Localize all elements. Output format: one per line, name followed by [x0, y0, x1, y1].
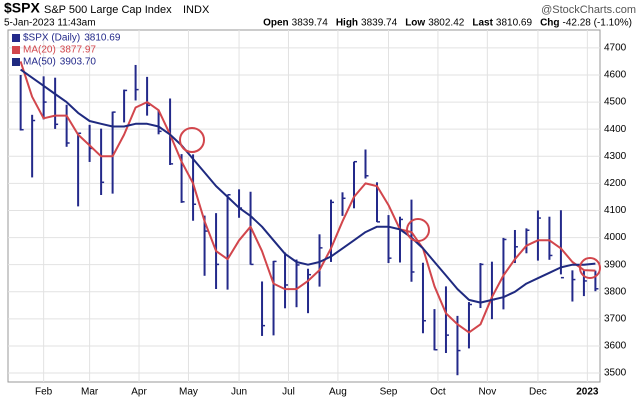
x-tick-label: Jul: [282, 387, 295, 398]
y-tick-label: 4200: [604, 178, 627, 189]
stat-value: 3839.74: [292, 18, 329, 29]
y-tick-label: 3600: [604, 341, 627, 352]
x-tick-label: Mar: [81, 387, 99, 398]
x-tick-label: May: [179, 387, 198, 398]
legend-swatch: [12, 58, 20, 66]
legend-value: 3877.97: [60, 45, 97, 56]
x-tick-label: Dec: [529, 387, 547, 398]
crossover-circle: [179, 127, 205, 153]
y-tick-label: 3900: [604, 259, 627, 270]
stat-label: Chg: [540, 18, 559, 29]
y-tick-label: 4100: [604, 205, 627, 216]
stat-label: Last: [472, 18, 493, 29]
y-tick-label: 4700: [604, 43, 627, 54]
exchange: INDX: [183, 4, 210, 16]
legend: $SPX (Daily) 3810.69 MA(20) 3877.97 MA(50) 39…: [12, 33, 121, 68]
grid: 3500 3600 3700 3800 3900 4000 4100 4200 4300 4400…: [8, 30, 627, 398]
stat-label: Open: [263, 18, 289, 29]
x-tick-label: Jun: [231, 387, 247, 398]
y-tick-label: 4500: [604, 97, 627, 108]
moving-average-line: [20, 68, 596, 304]
marks: [19, 61, 599, 376]
stat-label: Low: [405, 18, 425, 29]
legend-name: $SPX (Daily): [23, 33, 80, 44]
y-tick-label: 3700: [604, 314, 627, 325]
y-tick-label: 3800: [604, 286, 627, 297]
y-tick-label: 4600: [604, 70, 627, 81]
stat-value: 3810.69: [496, 18, 533, 29]
y-tick-label: 3500: [604, 368, 627, 379]
crossover-circles: [179, 127, 601, 279]
y-tick-label: 4400: [604, 124, 627, 135]
plot-frame: [7, 29, 601, 383]
x-tick-label: Apr: [131, 387, 147, 398]
brand: @StockCharts.com: [541, 4, 636, 16]
y-tick-label: 4000: [604, 232, 627, 243]
crossover-circle: [406, 218, 430, 242]
stats: Open 3839.74 High 3839.74 Low 3802.42 Last 3810…: [263, 18, 632, 29]
x-tick-label: Feb: [35, 387, 53, 398]
x-tick-label: Sep: [380, 387, 398, 398]
stat-value: 3802.42: [428, 18, 465, 29]
moving-average-line: [19, 61, 596, 334]
legend-swatch: [12, 46, 20, 54]
crossover-circle: [579, 257, 601, 279]
index-name: S&P 500 Large Cap Index: [44, 4, 172, 16]
legend-value: 3903.70: [60, 57, 97, 68]
legend-name: MA(20): [23, 45, 56, 56]
stat-value: 3839.74: [361, 18, 398, 29]
legend-name: MA(50): [23, 57, 56, 68]
date: 5-Jan-2023 11:43am: [4, 18, 96, 29]
x-tick-label: Oct: [430, 387, 446, 398]
stat-value: -42.28 (-1.10%): [563, 18, 632, 29]
symbol: $SPX: [4, 0, 40, 16]
x-tick-label: 2023: [576, 387, 599, 398]
stat-label: High: [336, 18, 358, 29]
x-tick-label: Nov: [478, 387, 496, 398]
legend-swatch: [12, 34, 20, 42]
x-tick-label: Aug: [329, 387, 347, 398]
legend-value: 3810.69: [84, 33, 121, 44]
y-tick-label: 4300: [604, 151, 627, 162]
